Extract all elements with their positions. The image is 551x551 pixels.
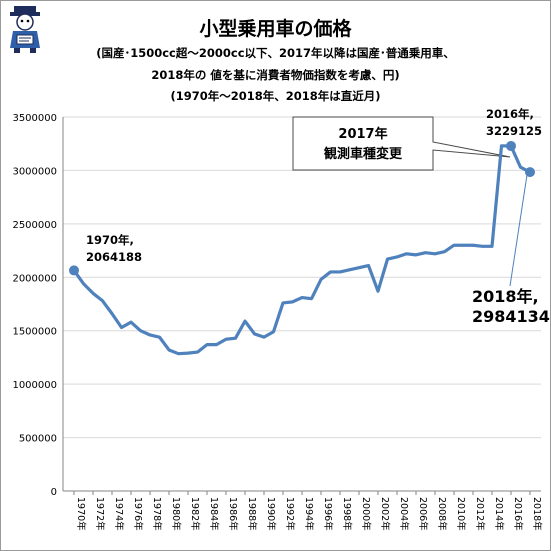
- x-tick-label: 1974年: [113, 497, 125, 531]
- x-tick-label: 1988年: [246, 497, 258, 531]
- y-tick-label: 1000000: [12, 380, 57, 391]
- series-line: [72, 144, 532, 356]
- x-tick-label: 2004年: [398, 497, 410, 531]
- x-tick-label: 2016年: [512, 497, 524, 531]
- chart-subtitle-line-2: 2018年の 値を基に消費者物価指数を考慮、円): [151, 68, 400, 82]
- y-tick-labels: 0 500000 1000000 1500000 2000000 2500000 30000…: [12, 113, 57, 498]
- axes: [62, 117, 541, 495]
- annotation-peak-year: 2016年,: [486, 107, 534, 121]
- x-tick-labels: 1970年 1972年 1974年 1976年 1978年 1980年 1982年 1984年…: [75, 497, 543, 531]
- x-tick-label: 2014年: [493, 497, 505, 531]
- x-tick-label: 1998年: [341, 497, 353, 531]
- chart-subtitle-line-3: (1970年～2018年、2018年は直近月): [170, 89, 381, 103]
- annotation-start-year: 1970年,: [86, 233, 134, 247]
- x-tick-label: 1982年: [189, 497, 201, 531]
- x-tick-label: 1978年: [151, 497, 163, 531]
- callout-box: [292, 116, 511, 171]
- x-tick-label: 1972年: [94, 497, 106, 531]
- data-point-2018: [525, 167, 535, 178]
- x-tick-label: 2012年: [474, 497, 486, 531]
- x-tick-label: 2006年: [417, 497, 429, 531]
- annotation-end-value: 2984134: [472, 307, 550, 326]
- mascot-logo: [10, 6, 40, 53]
- chart-title: 小型乗用車の価格: [199, 18, 352, 40]
- x-tick-label: 1980年: [170, 497, 182, 531]
- data-point-2016: [506, 140, 516, 151]
- y-tick-label: 1500000: [12, 327, 57, 338]
- annotation-start-value: 2064188: [86, 250, 142, 264]
- y-tick-label: 500000: [19, 434, 57, 445]
- y-tick-label: 2500000: [12, 220, 57, 231]
- callout-line-2: 観測車種変更: [323, 146, 403, 162]
- x-tick-label: 2002年: [379, 497, 391, 531]
- annotation-peak-value: 3229125: [486, 124, 542, 138]
- x-tick-label: 1990年: [265, 497, 277, 531]
- x-tick-label: 1992年: [284, 497, 296, 531]
- chart-subtitle-line-1: (国産･1500cc超～2000cc以下、2017年以降は国産･普通乗用車、: [96, 46, 455, 60]
- y-tick-label: 3500000: [12, 113, 57, 124]
- x-tick-label: 2010年: [455, 497, 467, 531]
- x-tick-label: 1994年: [303, 497, 315, 531]
- annotation-end-year: 2018年,: [472, 287, 539, 306]
- y-tick-label: 3000000: [12, 166, 57, 177]
- annotation-end-leader: [509, 174, 528, 287]
- data-point-1970: [69, 265, 79, 276]
- callout-line-1: 2017年: [338, 126, 387, 142]
- y-tick-label: 2000000: [12, 273, 57, 284]
- x-tick-label: 2000年: [360, 497, 372, 531]
- x-tick-label: 1984年: [208, 497, 220, 531]
- x-tick-label: 1986年: [227, 497, 239, 531]
- x-tick-label: 2018年: [531, 497, 543, 531]
- x-tick-label: 2008年: [436, 497, 448, 531]
- series-small-car-price: [69, 140, 535, 356]
- x-tick-label: 1970年: [75, 497, 87, 531]
- y-tick-label: 0: [51, 487, 57, 498]
- callout-observed-model-change: 2017年 観測車種変更: [292, 116, 511, 171]
- x-tick-label: 1996年: [322, 497, 334, 531]
- x-tick-label: 1976年: [132, 497, 144, 531]
